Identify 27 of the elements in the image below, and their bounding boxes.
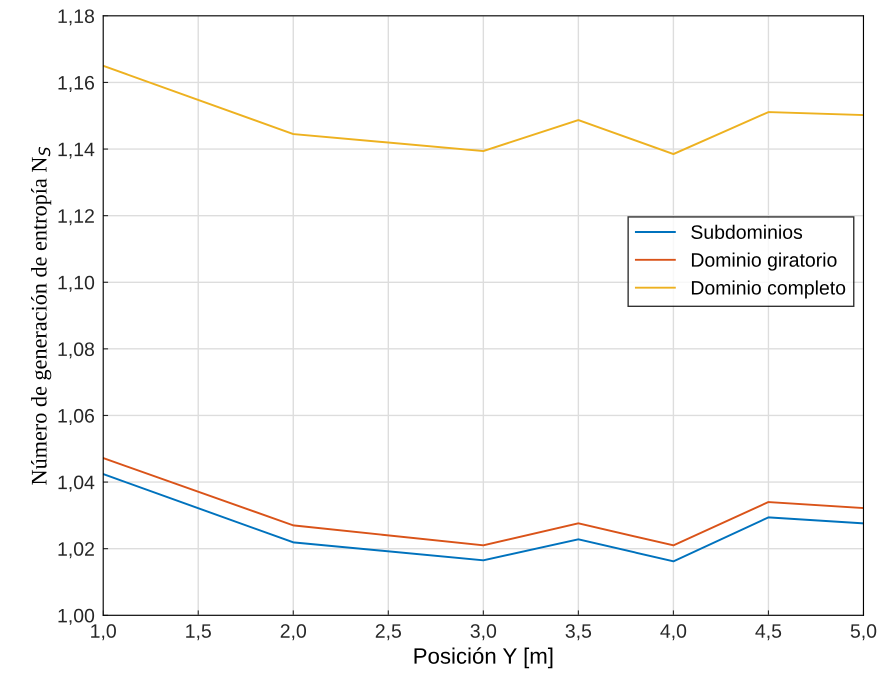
legend-label: Dominio giratorio	[692, 252, 837, 271]
x-axis-title: Posición Y [m]	[414, 647, 552, 668]
line-series	[103, 457, 864, 546]
line-series	[103, 473, 864, 562]
y-tick-label: 1,06	[58, 408, 94, 425]
legend-label: Subdominios	[691, 224, 802, 239]
y-tick-label: 1,14	[58, 142, 94, 159]
y-tick-label: 1,02	[58, 542, 94, 558]
x-tick-label: 1,5	[186, 624, 211, 640]
y-tick-label: 1,08	[58, 342, 94, 358]
y-axis-title: Número de generación de entropía N$_{S}$	[31, 146, 52, 485]
x-tick-label: 3,5	[566, 624, 592, 640]
y-tick-label: 1,12	[58, 209, 94, 226]
x-tick-label: 3,0	[470, 624, 496, 640]
x-tick-label: 1,0	[91, 624, 116, 640]
x-tick-label: 2,5	[376, 624, 401, 640]
y-tick-label: 1,18	[58, 9, 94, 26]
x-tick-label: 2,0	[280, 624, 306, 640]
y-tick-label: 1,10	[58, 276, 94, 292]
line-series	[103, 64, 864, 156]
y-tick-label: 1,16	[58, 76, 94, 92]
y-tick-label: 1,04	[58, 476, 94, 492]
legend-label: Dominio completo	[692, 280, 846, 299]
y-tick-label: 1,00	[58, 608, 94, 625]
x-tick-label: 5,0	[850, 624, 876, 640]
x-tick-label: 4,5	[755, 624, 782, 640]
x-tick-label: 4,0	[660, 624, 686, 640]
